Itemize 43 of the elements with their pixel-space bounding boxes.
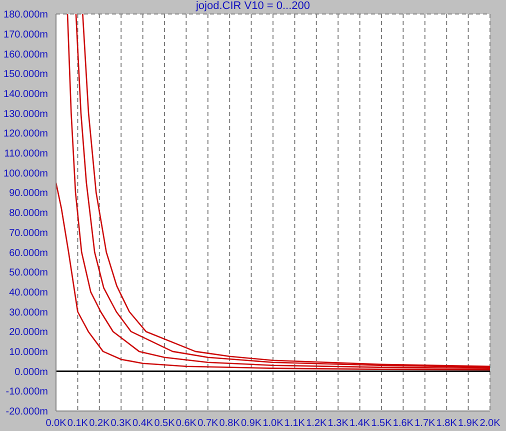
x-tick-label: 1.9K — [458, 418, 479, 430]
y-tick-label: 180.000m — [4, 10, 48, 21]
y-tick-label: 70.000m — [9, 228, 48, 239]
y-tick-label: 160.000m — [4, 49, 48, 60]
y-tick-label: 10.000m — [9, 347, 48, 358]
x-tick-label: 0.6K — [176, 418, 197, 430]
x-tick-label: 1.5K — [371, 418, 392, 430]
x-tick-label: 1.6K — [392, 418, 414, 430]
x-tick-label: 0.0K — [46, 418, 67, 430]
x-tick-label: 0.9K — [241, 418, 262, 430]
x-tick-label: 2.0K — [480, 418, 501, 430]
y-tick-label: 170.000m — [4, 29, 48, 40]
y-tick-label: 120.000m — [4, 128, 48, 140]
y-tick-label: 0.000m — [14, 366, 48, 378]
y-tick-label: 80.000m — [9, 208, 48, 220]
x-tick-label: 1.3K — [328, 418, 349, 430]
x-tick-label: 0.4K — [132, 418, 154, 430]
y-tick-label: 100.000m — [4, 168, 48, 180]
x-tick-label: 0.7K — [198, 418, 219, 430]
y-tick-label: 20.000m — [9, 327, 48, 338]
x-tick-label: 1.8K — [436, 418, 458, 430]
x-tick-label: 1.2K — [306, 418, 328, 430]
x-tick-label: 1.4K — [350, 418, 370, 430]
x-tick-label: 1.0K — [262, 418, 284, 430]
y-tick-label: -10.000m — [6, 386, 48, 398]
y-tick-label: 60.000m — [9, 248, 48, 259]
y-tick-label: 90.000m — [9, 188, 48, 200]
y-tick-label: 50.000m — [9, 268, 48, 279]
x-tick-label: 1.7K — [414, 418, 436, 430]
y-tick-label: -20.000m — [6, 406, 48, 418]
x-tick-label: 0.8K — [219, 418, 240, 430]
x-tick-label: 0.1K — [67, 418, 88, 430]
x-tick-label: 1.1K — [284, 418, 306, 430]
y-tick-label: 40.000m — [9, 287, 48, 298]
y-tick-label: 30.000m — [9, 307, 48, 318]
chart-title: jojod.CIR V10 = 0...200 — [196, 0, 310, 12]
x-tick-label: 0.3K — [110, 418, 132, 430]
y-tick-label: 150.000m — [4, 69, 48, 80]
y-tick-label: 140.000m — [4, 88, 48, 100]
x-tick-label: 0.5K — [154, 418, 176, 430]
y-tick-label: 130.000m — [4, 108, 48, 120]
x-tick-label: 0.2K — [89, 418, 110, 430]
y-tick-label: 110.000m — [4, 148, 48, 160]
